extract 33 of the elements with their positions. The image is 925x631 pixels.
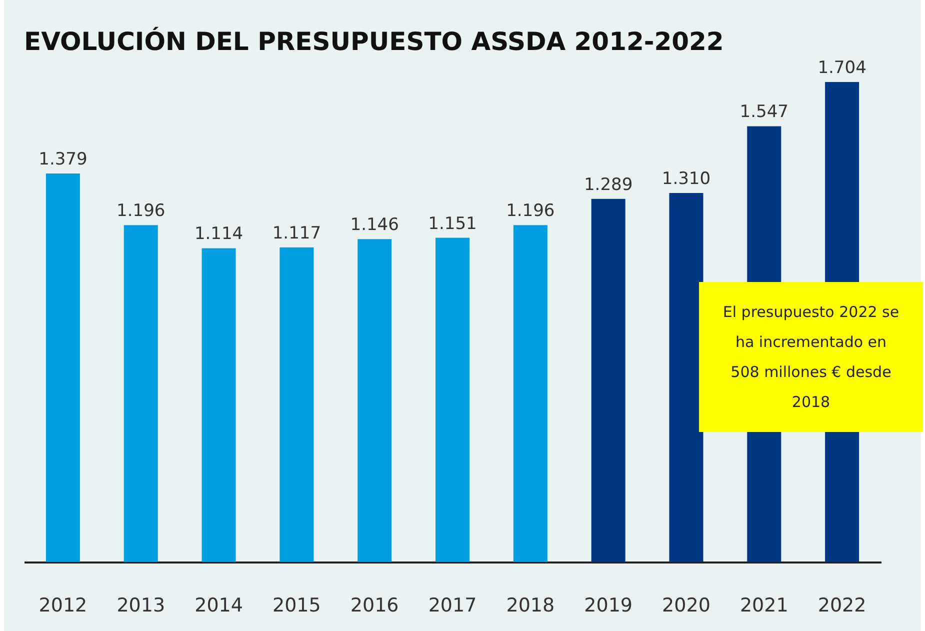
bar xyxy=(46,174,80,562)
callout-box: El presupuesto 2022 se ha incrementado en 508 millones € desde 2018 xyxy=(699,282,923,432)
data-label: 1.547 xyxy=(740,102,788,122)
data-label: 1.196 xyxy=(116,201,166,222)
x-tick-label: 2018 xyxy=(506,594,555,616)
data-label: 1.704 xyxy=(818,58,866,78)
x-tick-label: 2017 xyxy=(428,594,477,616)
x-tick-label: 2013 xyxy=(116,594,166,616)
bar xyxy=(669,192,704,562)
data-label: 1.196 xyxy=(506,201,555,222)
x-tick-label: 2021 xyxy=(740,594,788,616)
bar xyxy=(202,248,236,562)
bar xyxy=(280,247,314,562)
data-label: 1.114 xyxy=(194,224,244,244)
bar xyxy=(591,198,626,562)
bar xyxy=(513,225,548,562)
x-tick-label: 2012 xyxy=(38,594,88,616)
x-tick-label: 2015 xyxy=(272,594,321,616)
x-tick-label: 2019 xyxy=(584,594,632,616)
x-tick-label: 2014 xyxy=(194,594,243,616)
data-label: 1.310 xyxy=(662,168,711,189)
data-label: 1.117 xyxy=(272,223,322,244)
data-label: 1.379 xyxy=(38,150,88,170)
bar xyxy=(124,225,158,562)
x-tick-label: 2016 xyxy=(350,594,399,616)
bar xyxy=(358,239,392,562)
data-label: 1.151 xyxy=(428,214,477,234)
data-label: 1.289 xyxy=(584,174,633,195)
x-tick-label: 2022 xyxy=(818,594,866,616)
chart-title: EVOLUCIÓN DEL PRESUPUESTO ASSDA 2012-2022 xyxy=(24,26,724,56)
bar xyxy=(436,238,470,562)
x-tick-label: 2020 xyxy=(662,594,710,616)
data-label: 1.146 xyxy=(350,215,399,236)
